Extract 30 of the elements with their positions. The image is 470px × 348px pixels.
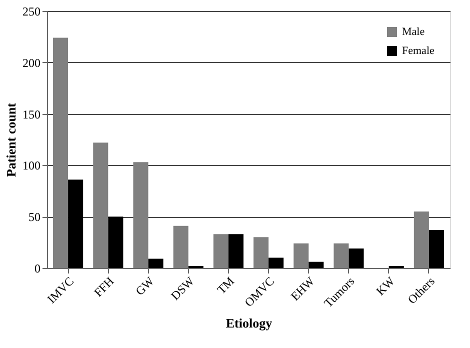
x-tick-label: TM (214, 274, 238, 297)
legend-label: Female (402, 45, 434, 57)
bar (108, 216, 124, 268)
bar (414, 211, 429, 268)
bar (228, 234, 244, 268)
bar (173, 226, 188, 268)
bar (268, 258, 284, 268)
bar (213, 234, 228, 268)
bar (68, 180, 84, 268)
x-tick-label: KW (373, 274, 398, 298)
bar (148, 258, 164, 268)
bar (294, 243, 309, 268)
x-axis-title: Etiology (226, 315, 273, 330)
bar (133, 162, 148, 268)
bar (254, 237, 269, 268)
y-tick-label: 100 (22, 158, 40, 173)
y-tick-label: 50 (28, 210, 40, 224)
bar (53, 38, 68, 268)
y-tick-label: 250 (22, 4, 40, 18)
y-tick-label: 200 (22, 56, 40, 70)
y-axis-title: Patient count (4, 102, 18, 178)
y-tick-label: 150 (22, 107, 40, 122)
bar (93, 142, 108, 268)
bar (334, 243, 349, 268)
bar (308, 262, 324, 268)
y-tick-label: 0 (34, 262, 40, 276)
x-tick-label: GW (132, 274, 158, 298)
legend-label: Male (402, 26, 425, 38)
bar (348, 248, 364, 268)
bar (428, 230, 444, 268)
